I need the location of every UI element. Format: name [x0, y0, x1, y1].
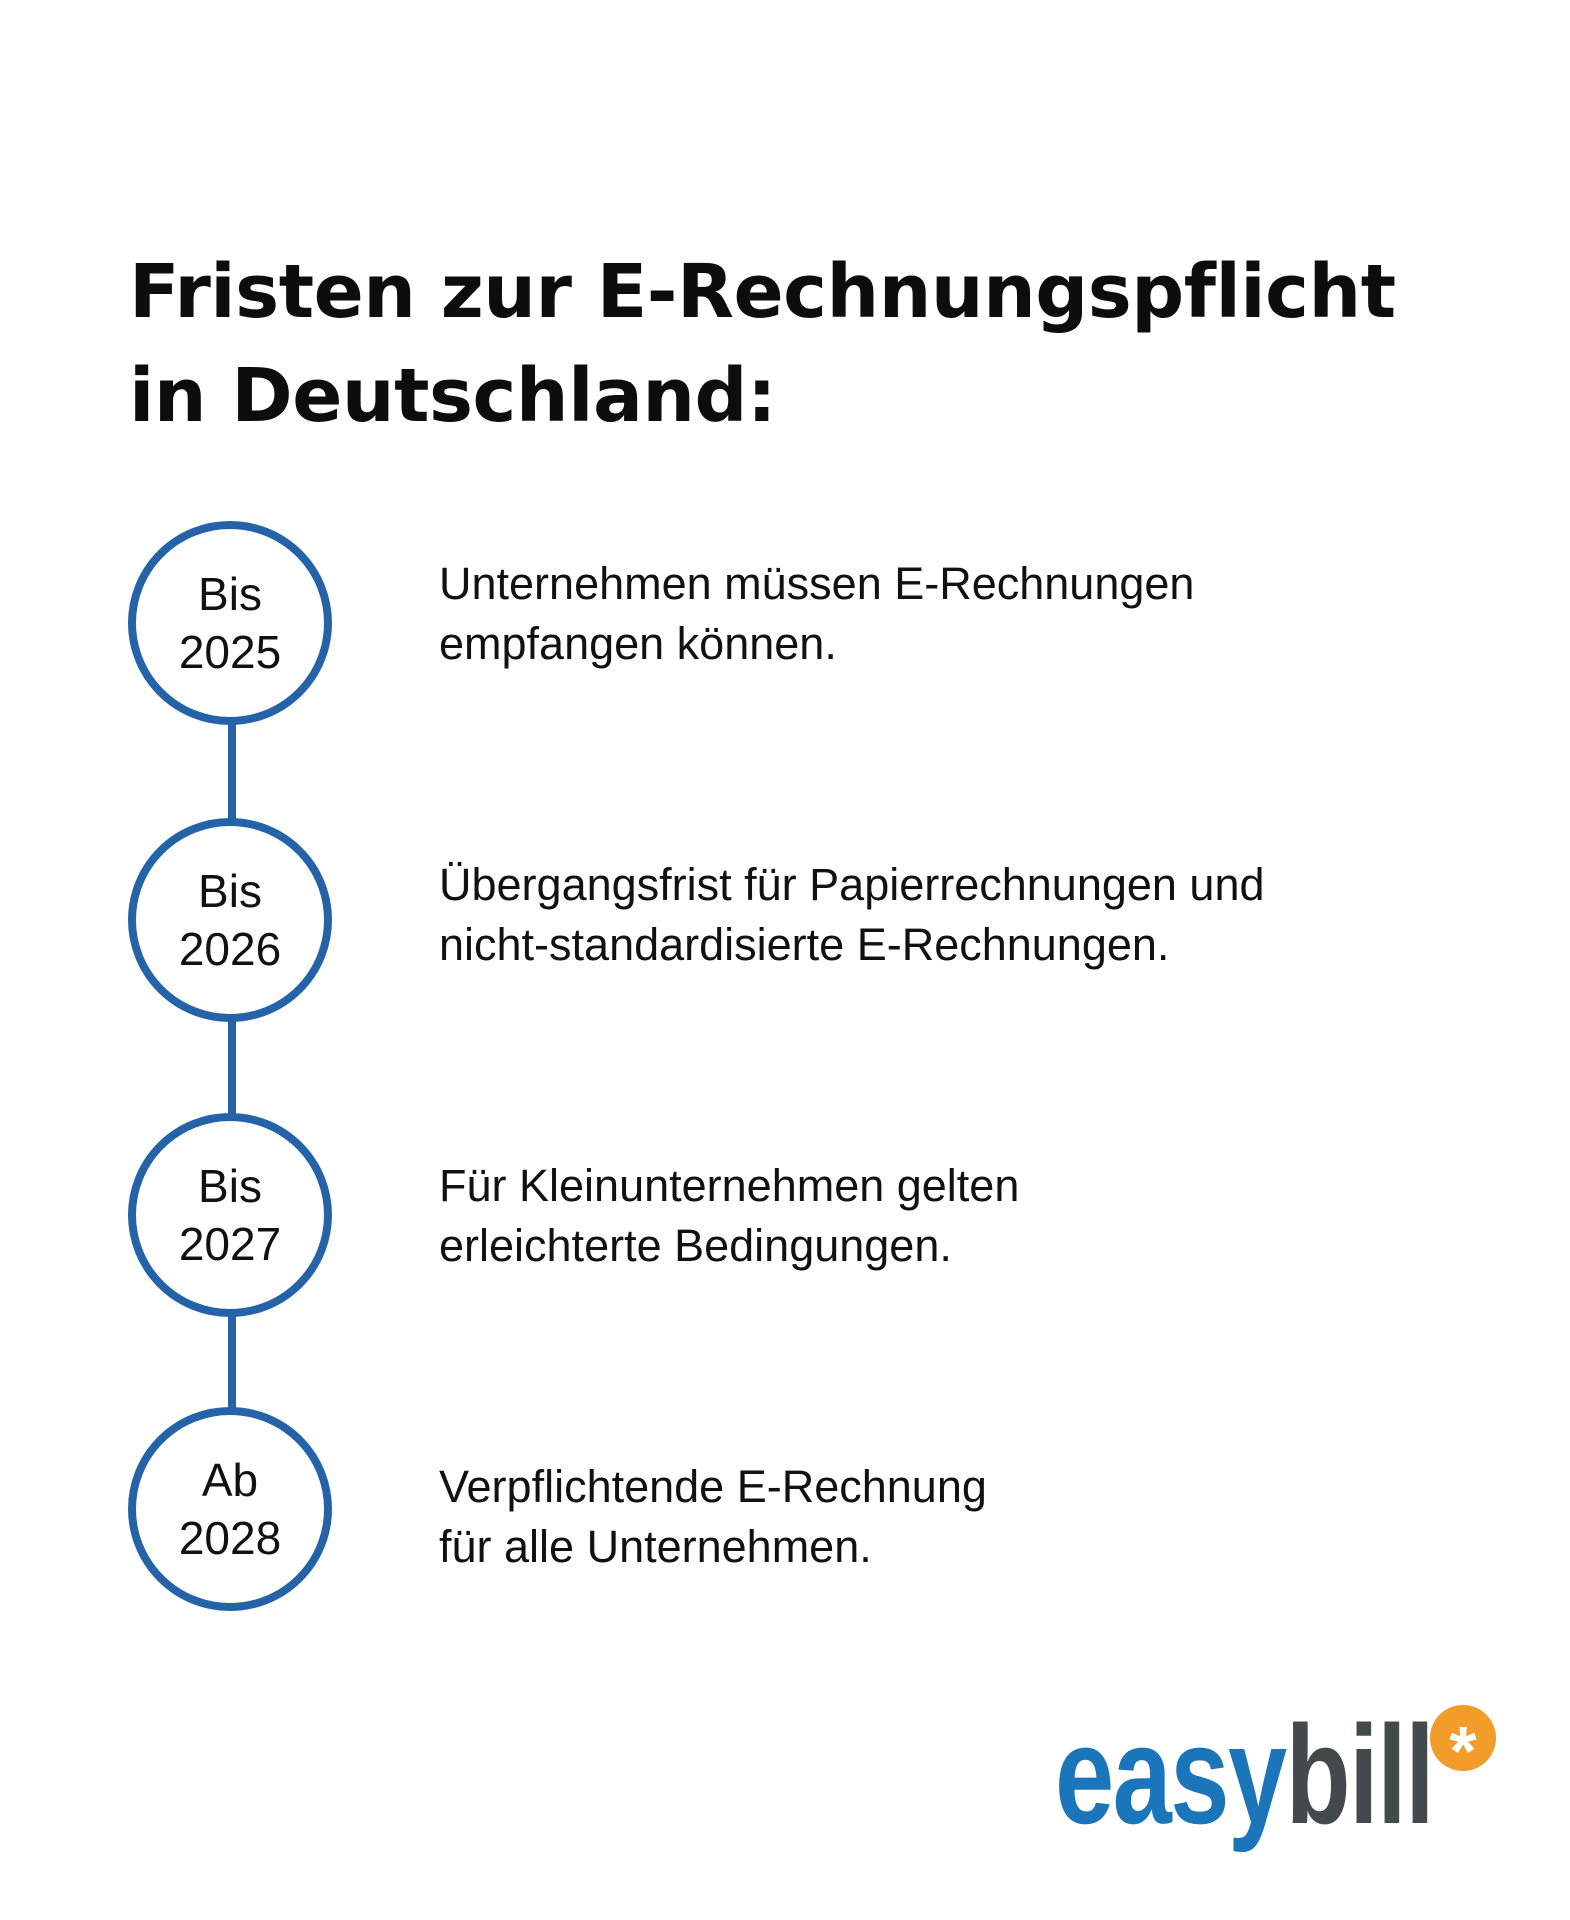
description-line: empfangen können. [439, 618, 837, 669]
timeline-description: Für Kleinunternehmen gelten erleichterte… [439, 1156, 1019, 1276]
description-line: erleichterte Bedingungen. [439, 1220, 952, 1271]
timeline-connector [228, 1015, 236, 1120]
asterisk-icon: * [1430, 1705, 1496, 1790]
timeline-description: Verpflichtende E-Rechnung für alle Unter… [439, 1457, 987, 1577]
marker-prefix: Ab [201, 1454, 259, 1506]
logo-easy: easy [1055, 1696, 1287, 1853]
title-line-1: Fristen zur E-Rechnungspflicht [129, 249, 1396, 335]
timeline-connector [228, 720, 236, 825]
timeline-description: Unternehmen müssen E-Rechnungen empfange… [439, 554, 1194, 674]
timeline-marker-2025: Bis 2025 [128, 521, 332, 725]
title-line-2: in Deutschland: [129, 353, 777, 439]
description-line: nicht-standardisierte E-Rechnungen. [439, 919, 1170, 970]
marker-year: 2027 [178, 1218, 282, 1270]
timeline-description: Übergangsfrist für Papierrechnungen und … [439, 855, 1265, 975]
marker-prefix: Bis [198, 568, 262, 620]
description-line: Unternehmen müssen E-Rechnungen [439, 558, 1195, 609]
marker-year: 2026 [178, 923, 282, 975]
timeline-marker-2027: Bis 2027 [128, 1113, 332, 1317]
marker-year: 2028 [178, 1512, 282, 1564]
timeline-marker-2028: Ab 2028 [128, 1407, 332, 1611]
page-title: Fristen zur E-Rechnungspflicht in Deutsc… [129, 240, 1396, 448]
logo-bill: bill [1285, 1696, 1435, 1853]
description-line: Übergangsfrist für Papierrechnungen und [439, 859, 1265, 910]
description-line: Verpflichtende E-Rechnung [439, 1461, 987, 1512]
timeline-marker-2026: Bis 2026 [128, 818, 332, 1022]
easybill-logo: easybill [1055, 1690, 1505, 1860]
marker-year: 2025 [178, 626, 282, 678]
description-line: Für Kleinunternehmen gelten [439, 1160, 1020, 1211]
logo-wordmark: easybill [1055, 1690, 1435, 1860]
marker-prefix: Bis [198, 1160, 262, 1212]
marker-prefix: Bis [198, 865, 262, 917]
timeline-connector [228, 1310, 236, 1415]
description-line: für alle Unternehmen. [439, 1521, 872, 1572]
